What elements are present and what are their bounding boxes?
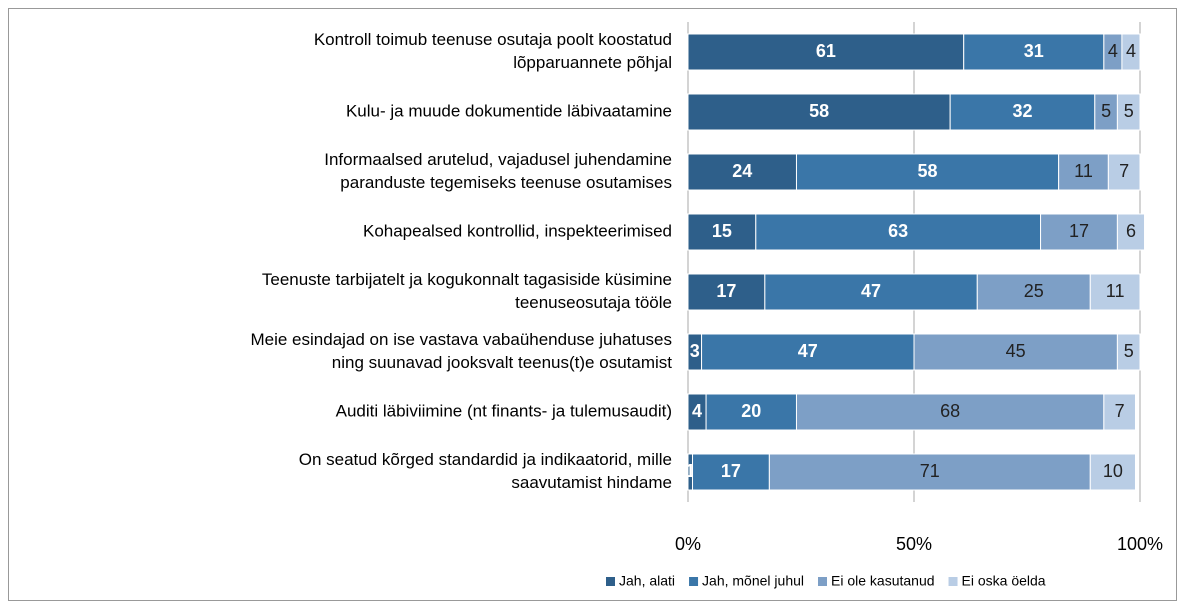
legend-swatch	[818, 577, 827, 586]
data-label: 6	[1126, 221, 1136, 241]
bar-segment	[1089, 453, 1136, 491]
data-label: 25	[1024, 281, 1044, 301]
category-label: Meie esindajad on ise vastava vabaühendu…	[250, 330, 672, 349]
category-label: Kulu- ja muude dokumentide läbivaatamine	[346, 101, 672, 120]
x-tick-label: 0%	[675, 534, 701, 554]
data-label: 5	[1124, 341, 1134, 361]
bar-segment	[795, 153, 1060, 191]
legend-label: Jah, mõnel juhul	[702, 573, 804, 589]
bar-segment	[1116, 93, 1141, 131]
data-label: 15	[712, 221, 732, 241]
x-tick-label: 50%	[896, 534, 932, 554]
data-label: 47	[861, 281, 881, 301]
bar-segment	[1089, 273, 1141, 311]
bar-segment	[1040, 213, 1118, 251]
data-label: 71	[920, 461, 940, 481]
bar-segment	[687, 33, 965, 71]
category-label: paranduste tegemiseks teenuse osutamises	[340, 173, 672, 192]
data-label: 17	[716, 281, 736, 301]
bar-segment	[687, 153, 797, 191]
bar-segment	[1103, 393, 1136, 431]
bar-segment	[687, 273, 766, 311]
bar-segment	[755, 213, 1042, 251]
category-label: lõpparuannete põhjal	[513, 53, 672, 72]
bar-segment	[913, 333, 1118, 371]
data-label: 4	[1108, 41, 1118, 61]
bar-segment	[795, 393, 1105, 431]
category-label: saavutamist hindame	[511, 473, 672, 492]
data-label: 31	[1024, 41, 1044, 61]
category-label: Informaalsed arutelud, vajadusel juhenda…	[324, 150, 672, 169]
bar-segment	[949, 93, 1096, 131]
category-label: On seatud kõrged standardid ja indikaato…	[299, 450, 672, 469]
bar-segment	[1058, 153, 1109, 191]
data-label: 17	[1069, 221, 1089, 241]
data-label: 4	[1126, 41, 1136, 61]
category-label: ning suunavad jooksvalt teenus(t)e osuta…	[332, 353, 672, 372]
legend-swatch	[948, 577, 958, 586]
legend-swatch	[606, 577, 615, 586]
category-label: Teenuste tarbijatelt ja kogukonnalt taga…	[262, 270, 672, 289]
data-label: 11	[1074, 161, 1093, 181]
data-label: 61	[816, 41, 836, 61]
bar-segment	[1107, 153, 1141, 191]
data-label: 7	[1115, 401, 1125, 421]
data-label: 63	[888, 221, 908, 241]
data-label: 1	[685, 461, 695, 481]
data-label: 45	[1006, 341, 1026, 361]
bar-segment	[692, 453, 770, 491]
legend-label: Jah, alati	[619, 573, 675, 589]
data-label: 17	[721, 461, 741, 481]
bar-segment	[687, 93, 951, 131]
legend-label: Ei ole kasutanud	[831, 573, 935, 589]
bar-segment	[963, 33, 1105, 71]
data-label: 24	[732, 161, 752, 181]
data-label: 5	[1101, 101, 1111, 121]
data-label: 7	[1119, 161, 1129, 181]
category-label: Kontroll toimub teenuse osutaja poolt ko…	[314, 30, 672, 49]
data-label: 20	[741, 401, 761, 421]
data-label: 58	[918, 161, 938, 181]
data-label: 10	[1103, 461, 1123, 481]
data-label: 11	[1106, 281, 1125, 301]
bar-segment	[1116, 333, 1141, 371]
data-label: 4	[692, 401, 702, 421]
bar-segment	[764, 273, 978, 311]
bar-segment	[701, 333, 915, 371]
legend-label: Ei oska öelda	[962, 573, 1046, 589]
data-label: 47	[798, 341, 818, 361]
bar-segment	[1121, 33, 1141, 71]
data-label: 3	[690, 341, 700, 361]
category-label: Auditi läbiviimine (nt finants- ja tulem…	[336, 401, 672, 420]
category-label: teenuseosutaja tööle	[515, 293, 672, 312]
x-tick-label: 100%	[1117, 534, 1163, 554]
data-label: 68	[940, 401, 960, 421]
data-label: 58	[809, 101, 829, 121]
data-label: 5	[1124, 101, 1134, 121]
data-label: 32	[1012, 101, 1032, 121]
bar-segment	[1116, 213, 1146, 251]
category-label: Kohapealsed kontrollid, inspekteerimised	[363, 221, 672, 240]
legend-swatch	[689, 577, 699, 586]
bar-segment	[705, 393, 797, 431]
